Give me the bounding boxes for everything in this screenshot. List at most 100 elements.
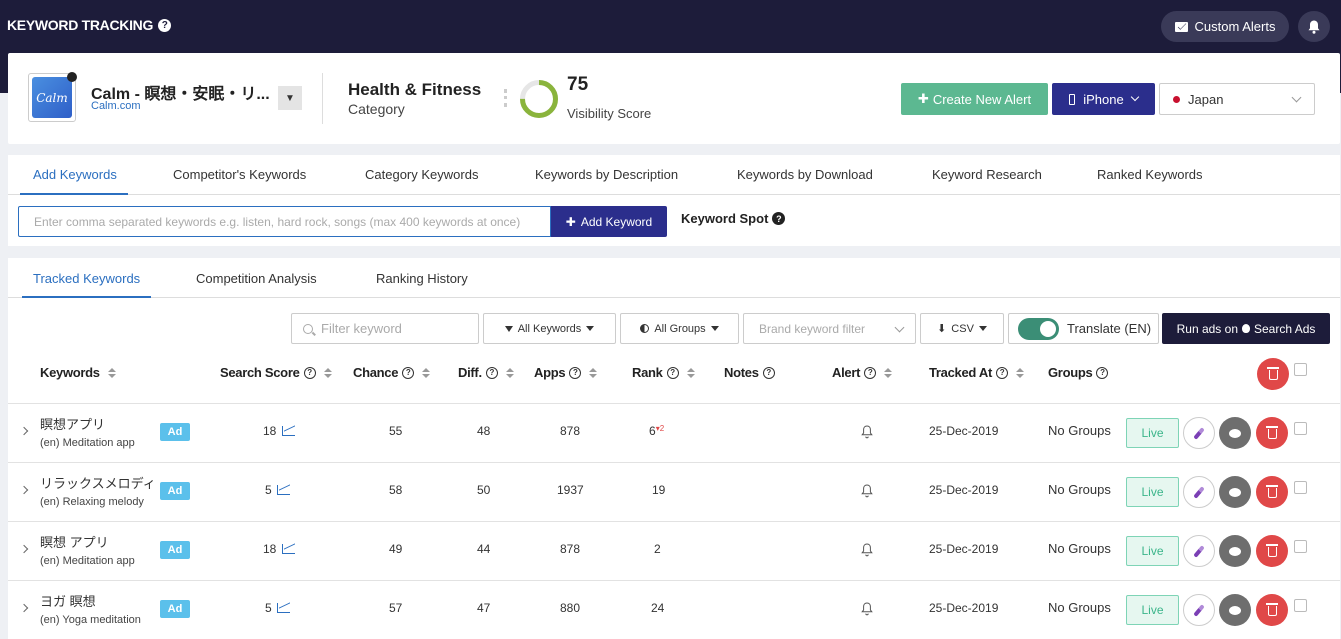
live-status-button[interactable]: Live bbox=[1126, 536, 1179, 566]
column-header-groups: Groups ? bbox=[1048, 365, 1109, 380]
tab-keywords-by-description[interactable]: Keywords by Description bbox=[535, 167, 679, 182]
help-icon[interactable]: ? bbox=[158, 18, 172, 32]
app-name: Calm - 瞑想・安眠・リ... bbox=[91, 86, 270, 103]
device-selector[interactable]: iPhone bbox=[1052, 83, 1155, 115]
select-all-checkbox[interactable] bbox=[1294, 363, 1307, 376]
column-header-chance[interactable]: Chance ? bbox=[353, 365, 431, 380]
row-checkbox[interactable] bbox=[1294, 422, 1307, 435]
country-selector[interactable]: Japan bbox=[1159, 83, 1315, 115]
plus-icon: ✚ bbox=[917, 91, 929, 106]
color-tag-button[interactable] bbox=[1183, 476, 1215, 508]
brand-keyword-filter[interactable]: Brand keyword filter bbox=[743, 313, 916, 344]
live-status-button[interactable]: Live bbox=[1126, 418, 1179, 448]
delete-row-button[interactable] bbox=[1256, 594, 1288, 626]
filter-keyword-input[interactable]: Filter keyword bbox=[291, 313, 479, 344]
apps-cell: 1937 bbox=[557, 483, 584, 497]
live-status-button[interactable]: Live bbox=[1126, 477, 1179, 507]
help-icon[interactable]: ? bbox=[485, 366, 498, 379]
ad-badge[interactable]: Ad bbox=[160, 600, 190, 618]
chevron-right-icon[interactable] bbox=[19, 603, 29, 613]
help-icon[interactable]: ? bbox=[569, 366, 582, 379]
bell-icon[interactable] bbox=[861, 602, 873, 616]
tab-add-keywords[interactable]: Add Keywords bbox=[33, 167, 117, 182]
sort-icon bbox=[1016, 367, 1024, 378]
delete-row-button[interactable] bbox=[1256, 535, 1288, 567]
paint-brush-icon bbox=[1193, 603, 1205, 617]
app-selector-dropdown[interactable]: ▼ bbox=[278, 86, 302, 110]
ad-badge[interactable]: Ad bbox=[160, 482, 190, 500]
search-score-cell[interactable]: 5 bbox=[265, 601, 291, 615]
keyword-spot[interactable]: Keyword Spot ? bbox=[681, 211, 786, 226]
row-checkbox[interactable] bbox=[1294, 481, 1307, 494]
translate-toggle[interactable] bbox=[1018, 317, 1059, 340]
help-icon[interactable]: ? bbox=[864, 366, 877, 379]
app-developer-link[interactable]: Calm.com bbox=[91, 100, 141, 112]
bell-icon[interactable] bbox=[861, 484, 873, 498]
visibility-gauge bbox=[520, 80, 558, 118]
active-tab-indicator bbox=[22, 296, 151, 298]
help-icon[interactable]: ? bbox=[996, 366, 1008, 379]
tab-keyword-research[interactable]: Keyword Research bbox=[932, 167, 1042, 182]
live-status-button[interactable]: Live bbox=[1126, 595, 1179, 625]
column-header-apps[interactable]: Apps ? bbox=[534, 365, 598, 380]
comment-icon bbox=[1229, 487, 1241, 497]
custom-alerts-button[interactable]: Custom Alerts bbox=[1161, 11, 1289, 42]
search-score-cell[interactable]: 18 bbox=[263, 542, 295, 556]
add-note-button[interactable] bbox=[1219, 535, 1251, 567]
color-tag-button[interactable] bbox=[1183, 535, 1215, 567]
chevron-right-icon[interactable] bbox=[19, 426, 29, 436]
color-tag-button[interactable] bbox=[1183, 594, 1215, 626]
tab-competition-analysis[interactable]: Competition Analysis bbox=[196, 271, 317, 286]
help-icon[interactable]: ? bbox=[303, 366, 316, 379]
row-checkbox[interactable] bbox=[1294, 599, 1307, 612]
chevron-right-icon[interactable] bbox=[19, 485, 29, 495]
column-header-keywords[interactable]: Keywords bbox=[40, 365, 116, 380]
delete-selected-button[interactable] bbox=[1257, 358, 1289, 390]
delete-row-button[interactable] bbox=[1256, 476, 1288, 508]
tab-category-keywords[interactable]: Category Keywords bbox=[365, 167, 479, 182]
tab-ranking-history[interactable]: Ranking History bbox=[376, 271, 468, 286]
run-search-ads-button[interactable]: Run ads on Search Ads bbox=[1162, 313, 1330, 344]
all-groups-dropdown[interactable]: All Groups bbox=[620, 313, 739, 344]
help-icon[interactable]: ? bbox=[772, 212, 786, 225]
sort-icon bbox=[686, 367, 695, 378]
search-score-cell[interactable]: 18 bbox=[263, 424, 295, 438]
tab-tracked-keywords[interactable]: Tracked Keywords bbox=[33, 271, 141, 286]
tab-keywords-by-download[interactable]: Keywords by Download bbox=[737, 167, 873, 182]
japan-flag-icon bbox=[1173, 95, 1180, 103]
tab-competitors-keywords[interactable]: Competitor's Keywords bbox=[173, 167, 307, 182]
column-header-diff[interactable]: Diff. ? bbox=[458, 365, 514, 380]
bell-icon[interactable] bbox=[861, 543, 873, 557]
bell-icon[interactable] bbox=[861, 425, 873, 439]
help-icon[interactable]: ? bbox=[402, 366, 415, 379]
add-keyword-button[interactable]: ✚ Add Keyword bbox=[551, 206, 667, 237]
create-new-alert-button[interactable]: ✚ Create New Alert bbox=[901, 83, 1048, 115]
translate-toggle-group: Translate (EN) bbox=[1008, 313, 1159, 344]
color-tag-button[interactable] bbox=[1183, 417, 1215, 449]
add-note-button[interactable] bbox=[1219, 594, 1251, 626]
chevron-right-icon[interactable] bbox=[19, 544, 29, 554]
ad-badge[interactable]: Ad bbox=[160, 541, 190, 559]
ad-badge[interactable]: Ad bbox=[160, 423, 190, 441]
row-checkbox[interactable] bbox=[1294, 540, 1307, 553]
add-note-button[interactable] bbox=[1219, 476, 1251, 508]
caret-down-icon bbox=[586, 326, 595, 331]
column-header-alert[interactable]: Alert ? bbox=[832, 365, 893, 380]
all-keywords-dropdown[interactable]: All Keywords bbox=[483, 313, 616, 344]
keyword-input[interactable] bbox=[18, 206, 551, 237]
filter-icon bbox=[504, 325, 513, 332]
search-score-cell[interactable]: 5 bbox=[265, 483, 291, 497]
help-icon[interactable]: ? bbox=[1096, 366, 1109, 379]
csv-export-dropdown[interactable]: ⬇ CSV bbox=[920, 313, 1004, 344]
column-header-rank[interactable]: Rank ? bbox=[632, 365, 695, 380]
notifications-button[interactable] bbox=[1298, 11, 1330, 42]
diff-cell: 44 bbox=[477, 542, 491, 556]
delete-row-button[interactable] bbox=[1256, 417, 1288, 449]
column-header-search-score[interactable]: Search Score ? bbox=[220, 365, 332, 380]
tab-ranked-keywords[interactable]: Ranked Keywords bbox=[1097, 167, 1203, 182]
column-header-tracked-at[interactable]: Tracked At ? bbox=[929, 365, 1024, 380]
help-icon[interactable]: ? bbox=[666, 366, 679, 379]
chevron-down-icon: ▼ bbox=[285, 92, 295, 104]
help-icon[interactable]: ? bbox=[762, 366, 775, 379]
add-note-button[interactable] bbox=[1219, 417, 1251, 449]
